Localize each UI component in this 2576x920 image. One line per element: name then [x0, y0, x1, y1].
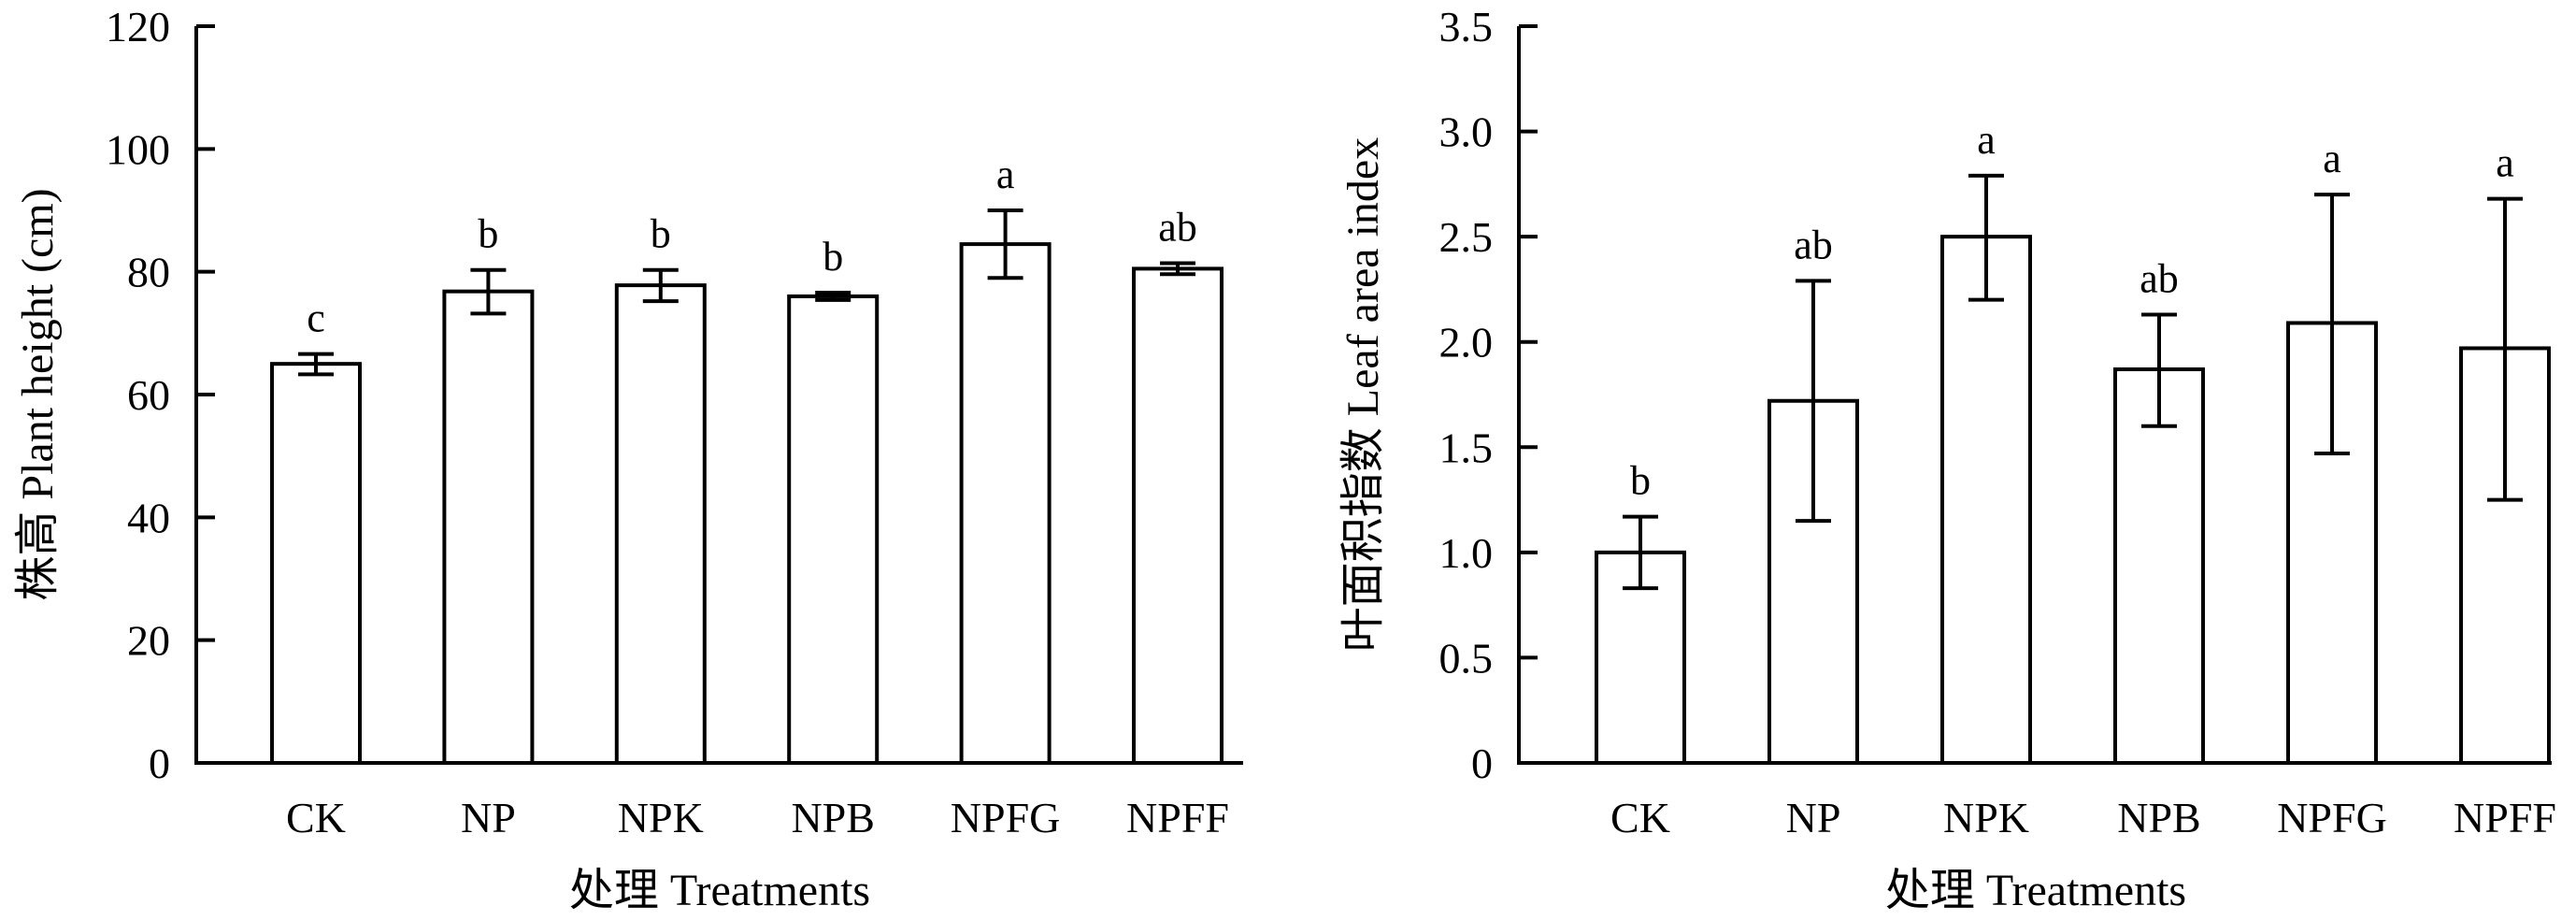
significance-letter: a: [1977, 117, 1996, 163]
y-tick-label: 3.0: [1439, 108, 1494, 156]
y-tick-label: 80: [127, 249, 170, 296]
y-tick-label: 0: [1471, 740, 1493, 787]
y-tick-label: 1.5: [1439, 424, 1494, 471]
y-tick-label: 40: [127, 494, 170, 541]
x-axis-title: 处理 Treatments: [569, 866, 870, 915]
x-tick-label: CK: [286, 794, 346, 841]
y-tick-label: 3.5: [1439, 3, 1494, 50]
y-tick-label: 60: [127, 371, 170, 419]
x-tick-label: NPK: [1943, 794, 2029, 841]
y-tick-label: 20: [127, 617, 170, 665]
significance-letter: a: [2496, 140, 2514, 186]
x-tick-label: NPFG: [2277, 794, 2387, 841]
x-tick-label: NP: [461, 794, 516, 841]
x-tick-label: CK: [1610, 794, 1670, 841]
significance-letter: ab: [1158, 204, 1197, 250]
y-tick-label: 0: [149, 740, 170, 787]
bar-npk: [614, 283, 707, 765]
bar-npb: [787, 294, 880, 765]
bar-npff: [1132, 266, 1224, 765]
y-tick-label: 2.5: [1439, 213, 1494, 261]
x-tick-label: NPFF: [2454, 794, 2556, 841]
significance-letter: c: [307, 295, 325, 341]
x-tick-label: NPK: [618, 794, 704, 841]
significance-letter: ab: [1794, 222, 1833, 267]
significance-letter: b: [1630, 458, 1651, 504]
significance-letter: b: [478, 211, 498, 257]
bar-np: [442, 289, 535, 765]
y-axis-title: 叶面积指数 Leaf area index: [1338, 137, 1388, 652]
x-tick-label: NPB: [791, 794, 874, 841]
significance-letter: ab: [2140, 255, 2179, 301]
significance-letter: a: [2323, 136, 2341, 181]
y-tick-label: 0.5: [1439, 634, 1494, 682]
x-tick-label: NP: [1786, 794, 1841, 841]
bar-npfg: [959, 242, 1052, 766]
bar-npb: [2113, 367, 2205, 765]
bar-ck: [270, 362, 362, 765]
significance-letter: b: [823, 234, 843, 280]
plant-height-chart: 0 20 40 60 80 100 120 c CK b NP b NPK b NPB a NPFG ab NPFF…: [13, 3, 1243, 915]
x-axis-title: 处理 Treatments: [1885, 866, 2186, 915]
x-tick-label: NPFF: [1126, 794, 1229, 841]
y-tick-label: 100: [106, 125, 170, 173]
significance-letter: b: [651, 211, 671, 257]
y-axis-title: 株高 Plant height (cm): [13, 188, 63, 600]
y-tick-label: 2.0: [1439, 319, 1494, 367]
leaf-area-index-chart: 0 0.5 1.0 1.5 2.0 2.5 3.0 3.5 b CK ab NP a NPK ab NPB a N…: [1338, 3, 2556, 915]
x-tick-label: NPFG: [951, 794, 1061, 841]
x-tick-label: NPB: [2117, 794, 2200, 841]
bar-npk: [1940, 235, 2032, 765]
significance-letter: a: [996, 151, 1015, 197]
y-tick-label: 120: [106, 3, 170, 50]
y-tick-label: 1.0: [1439, 529, 1494, 577]
